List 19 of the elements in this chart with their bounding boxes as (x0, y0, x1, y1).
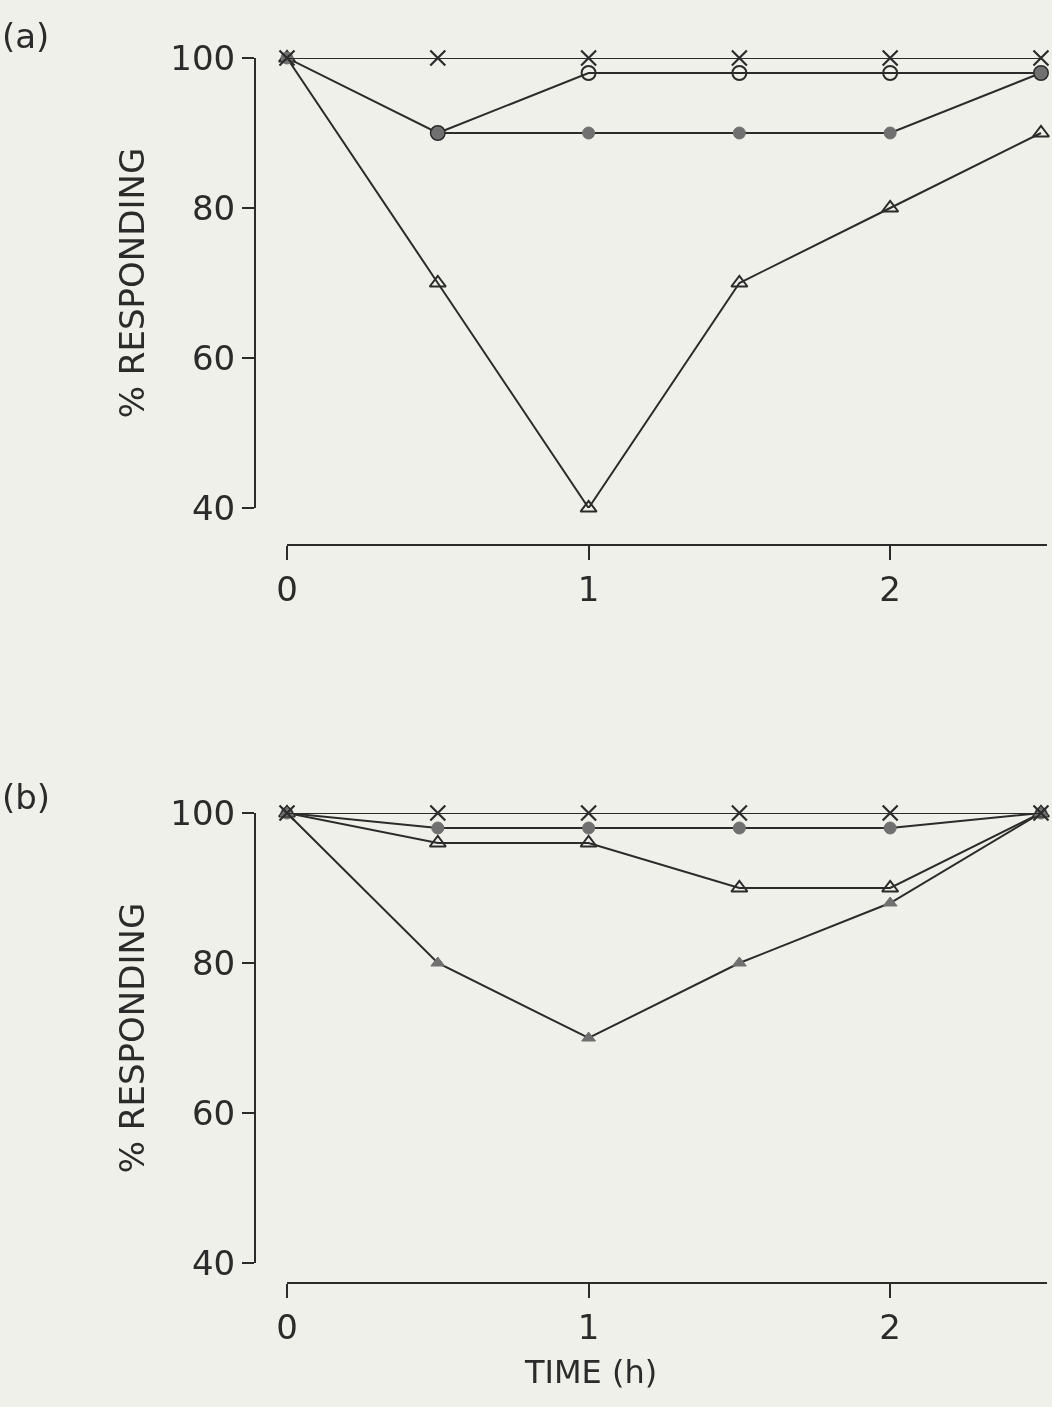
y-tick-label: 100 (170, 37, 236, 78)
x-tick-label: 1 (577, 568, 600, 609)
chart-title: (b) (2, 777, 51, 817)
x-tick-label: 0 (276, 568, 298, 609)
y-axis-title: % RESPONDING (112, 147, 153, 419)
y-tick-label: 60 (191, 1092, 236, 1133)
x-tick-label: 2 (879, 1306, 901, 1347)
x-tick-label: 1 (577, 1306, 600, 1347)
x-tick-label: 2 (879, 568, 901, 609)
y-tick-label: 80 (191, 187, 236, 228)
y-tick-label: 80 (191, 942, 236, 983)
y-tick-label: 60 (191, 337, 236, 378)
y-axis-title: % RESPONDING (112, 902, 153, 1174)
x-tick-label: 0 (276, 1306, 298, 1347)
y-tick-label: 100 (170, 792, 236, 833)
y-tick-label: 40 (191, 1242, 236, 1283)
y-tick-label: 40 (191, 487, 236, 528)
chart-title: (a) (2, 16, 50, 56)
x-axis-title: TIME (h) (524, 1353, 658, 1391)
